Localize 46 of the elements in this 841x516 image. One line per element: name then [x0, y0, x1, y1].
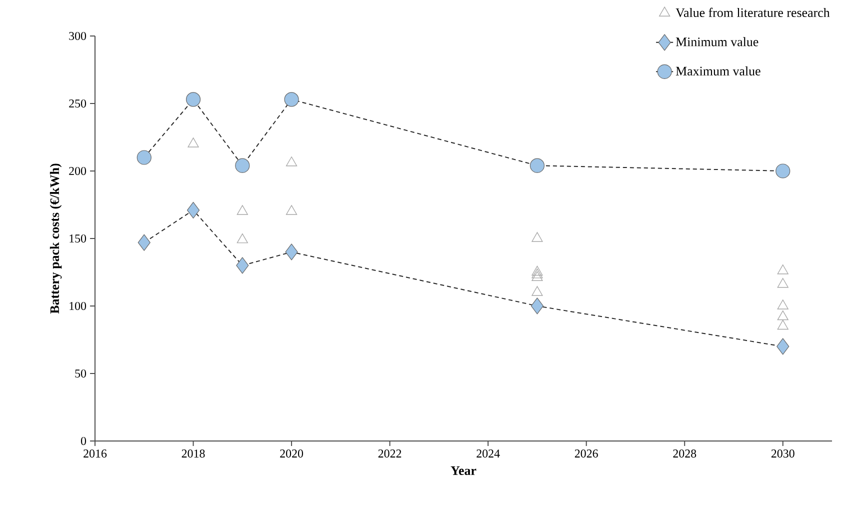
point	[777, 278, 788, 288]
point	[285, 244, 298, 260]
x-tick-label: 2016	[84, 450, 107, 458]
legend-label: Value from literature research	[676, 8, 830, 18]
y-tick-label: 200	[69, 166, 86, 176]
x-tick-label: 2020	[280, 450, 304, 458]
point	[186, 202, 200, 218]
x-tick-label: 2018	[182, 450, 205, 458]
point	[186, 92, 201, 107]
point	[532, 266, 543, 276]
y-tick-label: 0	[80, 436, 86, 446]
x-tick-label: 2026	[574, 450, 598, 458]
point	[286, 156, 298, 166]
point	[532, 232, 543, 242]
x-tick-label: 2024	[476, 450, 500, 458]
y-tick-label: 50	[75, 369, 86, 378]
point	[284, 92, 299, 107]
x-tick-label: 2028	[673, 450, 696, 458]
legend-label: Minimum value	[676, 37, 758, 46]
point	[236, 257, 249, 274]
point	[776, 164, 790, 178]
point	[777, 300, 788, 310]
point	[777, 310, 788, 320]
point	[777, 264, 788, 274]
x-tick-label: 2030	[771, 450, 794, 458]
legend-label: Maximum value	[676, 66, 760, 76]
point	[235, 158, 250, 173]
y-tick-label: 300	[69, 32, 86, 40]
point	[236, 233, 248, 244]
point	[136, 150, 152, 165]
y-axis-title: Battery pack costs (€/kWh)	[50, 164, 62, 314]
point	[530, 158, 545, 173]
point	[188, 138, 199, 148]
point	[236, 205, 248, 215]
point	[286, 205, 298, 215]
y-tick-label: 150	[70, 234, 86, 243]
x-tick-label: 2022	[378, 450, 402, 458]
point	[532, 268, 543, 278]
point	[777, 320, 788, 330]
point	[532, 271, 543, 281]
y-tick-label: 250	[69, 99, 86, 108]
point	[530, 298, 544, 314]
y-tick-label: 100	[70, 302, 86, 310]
point	[138, 234, 150, 251]
x-axis-title: Year	[450, 466, 476, 476]
point	[532, 286, 543, 296]
